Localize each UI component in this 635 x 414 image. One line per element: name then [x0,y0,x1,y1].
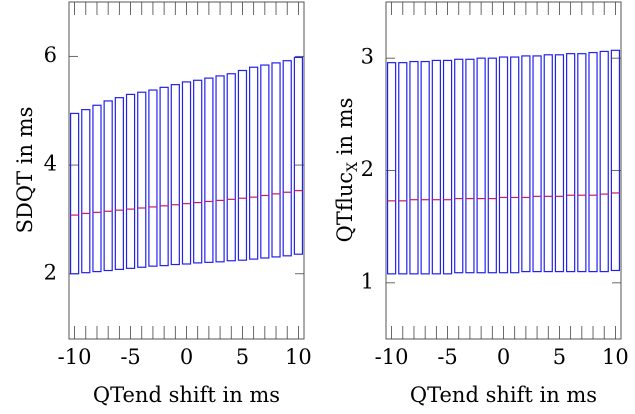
right-box-series [386,49,621,275]
x-tick-label: -5 [437,345,457,369]
box-plot-box [476,57,486,274]
box-plot-box [282,60,292,257]
box-plot-box [610,49,621,272]
left-median-series [70,190,303,216]
y-tick-label: 6 [44,43,57,67]
box-plot-box [498,56,509,274]
left-box-series [69,56,304,275]
box-plot-box [81,109,91,274]
box-plot-box [114,97,124,271]
box-plot-box [148,89,158,267]
box-plot-box [170,84,180,266]
x-tick-label: 0 [497,345,510,369]
box-plot-box [204,77,214,263]
box-plot-box [215,75,225,263]
box-plot-box [554,54,565,273]
box-plot-box [588,51,598,273]
left-y-axis-label: SDQT in ms [13,107,37,234]
left-chart-panel: 2 4 6 -10 -5 0 5 10 QTend shift in ms SD… [13,1,312,407]
right-tick-marks [386,2,621,339]
box-plot-box [420,60,430,275]
box-plot-box [69,112,80,275]
box-plot-box [271,62,281,258]
box-plot-box [92,104,102,273]
box-plot-box [510,56,520,274]
left-x-tick-labels: -10 -5 0 5 10 [58,345,312,369]
right-x-tick-labels: -10 -5 0 5 10 [375,345,629,369]
box-plot-box [442,59,453,275]
right-chart-panel: 1 2 3 -10 -5 0 5 10 QTend shift in ms QT… [333,1,629,407]
left-y-tick-labels: 2 4 6 [44,43,57,284]
right-y-axis-label-subscript: X [345,162,361,172]
right-y-axis-label: QTflucX in ms [333,98,361,243]
box-plot-box [181,81,192,265]
x-tick-label: 5 [236,345,249,369]
box-plot-box [103,100,113,272]
right-y-axis-label-units: in ms [333,98,357,162]
x-tick-label: 5 [553,345,566,369]
box-plot-box [487,57,497,274]
box-plot-box [465,58,475,274]
box-plot-box [193,79,203,264]
box-plot-box [125,93,136,269]
right-y-tick-labels: 1 2 3 [361,45,374,294]
y-tick-label: 2 [44,260,57,284]
box-plot-box [293,56,304,255]
box-plot-box [398,62,408,275]
y-tick-label: 2 [361,157,374,181]
box-plot-box [237,69,248,261]
box-plot-box [532,55,542,273]
box-plot-box [249,66,259,260]
y-tick-label: 3 [361,45,374,69]
box-plot-box [566,53,576,273]
left-tick-marks [69,2,304,339]
x-tick-label: 0 [180,345,193,369]
box-plot-box [454,58,464,274]
box-plot-box [521,55,531,273]
right-x-axis-label: QTend shift in ms [410,383,597,407]
box-plot-box [599,50,609,273]
y-tick-label: 4 [44,152,57,176]
x-tick-label: -5 [120,345,140,369]
x-tick-label: 10 [285,345,312,369]
box-plot-box [386,62,397,275]
box-plot-box [543,54,553,273]
x-tick-label: -10 [58,345,92,369]
right-median-series [387,192,620,202]
box-plot-box [226,73,236,262]
box-plot-box [577,53,587,273]
box-plot-box [431,59,441,275]
box-plot-box [260,64,270,259]
left-x-axis-label: QTend shift in ms [93,383,280,407]
box-plot-box [409,60,419,275]
box-plot-box [137,91,147,268]
x-tick-label: 10 [602,345,629,369]
box-plot-box [159,86,169,267]
x-tick-label: -10 [375,345,409,369]
y-tick-label: 1 [361,269,374,293]
right-y-axis-label-main: QTfluc [333,172,357,243]
